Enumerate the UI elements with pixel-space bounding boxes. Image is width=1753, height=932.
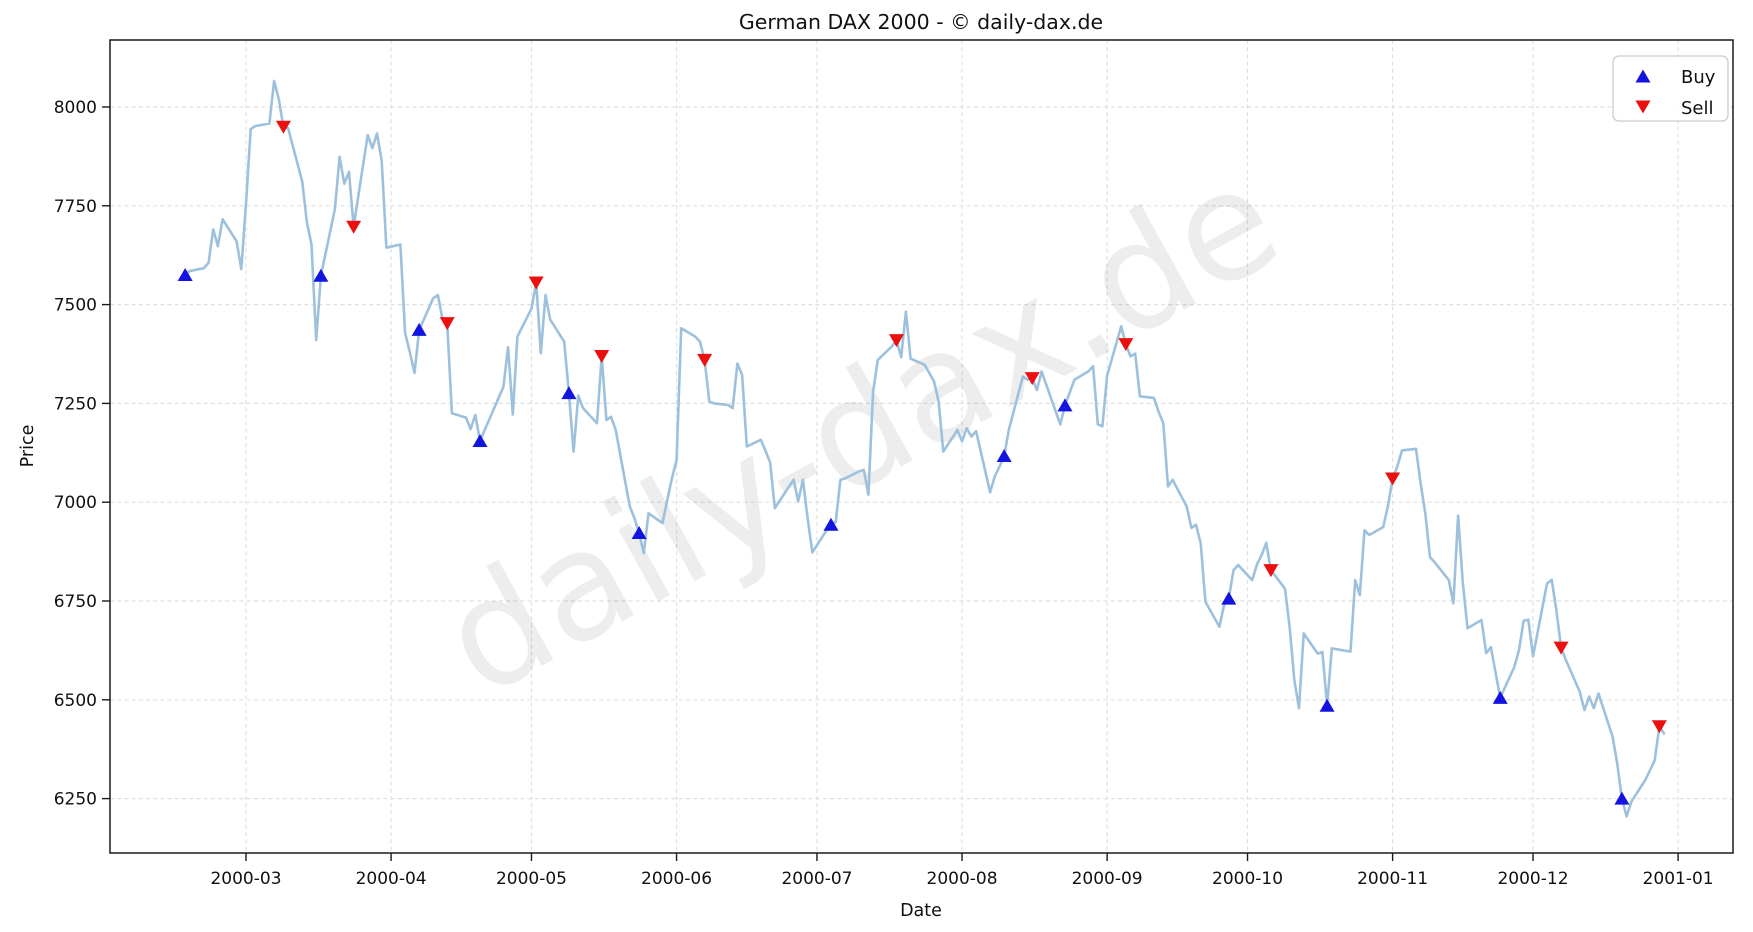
sell-marker <box>1651 720 1667 734</box>
y-tick-label: 7250 <box>54 394 97 414</box>
x-axis-label: Date <box>900 901 942 921</box>
buy-marker <box>1221 591 1237 605</box>
x-tick-label: 2000-12 <box>1497 869 1568 889</box>
watermark-text: daily-dax.de <box>415 131 1306 730</box>
x-tick-label: 2000-04 <box>356 869 427 889</box>
sell-marker <box>697 353 713 367</box>
buy-marker <box>1614 791 1630 805</box>
y-axis-label: Price <box>18 425 38 468</box>
x-tick-label: 2000-10 <box>1212 869 1283 889</box>
sell-marker <box>439 317 455 331</box>
x-tick-label: 2000-11 <box>1357 869 1428 889</box>
x-tick-label: 2000-08 <box>927 869 998 889</box>
price-line <box>183 79 1666 818</box>
x-tick-label: 2000-09 <box>1072 869 1143 889</box>
x-tick-label: 2000-06 <box>641 869 712 889</box>
legend-buy-label: Buy <box>1681 67 1716 88</box>
buy-marker <box>996 448 1012 462</box>
y-tick-label: 7000 <box>54 493 97 513</box>
sell-marker <box>346 220 362 234</box>
axes: 6250 6500 6750 7000 7250 7500 7750 8000 2000-03 2… <box>54 39 1734 889</box>
x-tick-label: 2000-07 <box>781 869 852 889</box>
y-tick-label: 6250 <box>54 790 97 810</box>
sell-marker <box>889 334 905 348</box>
buy-marker <box>472 433 488 447</box>
y-tick-label: 8000 <box>54 98 97 118</box>
sell-marker <box>1263 564 1279 578</box>
price-series <box>177 79 1667 818</box>
y-tick-label: 6500 <box>54 691 97 711</box>
legend-sell-triangle-icon <box>1635 100 1651 114</box>
legend: Buy Sell <box>1612 55 1729 122</box>
x-tick-label: 2000-03 <box>210 869 281 889</box>
buy-marker <box>1057 398 1073 412</box>
sell-marker <box>275 120 291 134</box>
sell-marker <box>594 349 610 363</box>
sell-marker <box>528 276 544 290</box>
sell-marker <box>1385 472 1401 486</box>
chart-title: German DAX 2000 - © daily-dax.de <box>739 10 1103 34</box>
buy-marker <box>823 517 839 531</box>
buy-marker <box>1492 690 1508 704</box>
plot-border <box>109 39 1734 854</box>
sell-marker <box>1553 641 1569 655</box>
y-tick-label: 6750 <box>54 592 97 612</box>
y-tick-label: 7750 <box>54 197 97 217</box>
buy-marker <box>411 322 427 336</box>
x-tick-label: 2000-05 <box>496 869 567 889</box>
legend-buy-triangle-icon <box>1635 69 1651 83</box>
buy-marker <box>631 526 647 540</box>
buy-marker <box>1319 698 1335 712</box>
buy-marker <box>313 268 329 282</box>
buy-marker <box>561 386 577 400</box>
sell-marker <box>1024 372 1040 386</box>
sell-marker <box>1118 338 1134 352</box>
legend-sell-label: Sell <box>1681 98 1714 119</box>
y-tick-label: 7500 <box>54 296 97 316</box>
x-tick-label: 2001-01 <box>1643 869 1714 889</box>
buy-marker <box>177 267 193 281</box>
